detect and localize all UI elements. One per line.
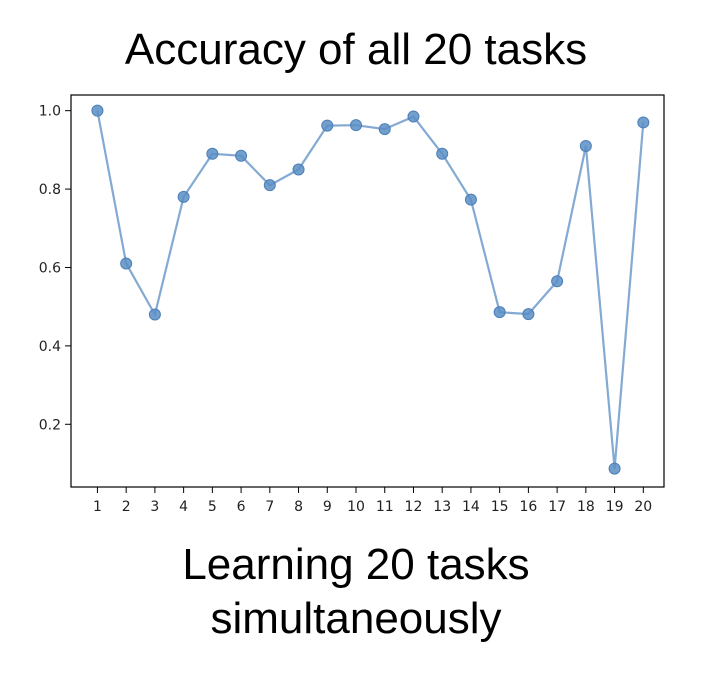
data-point [321, 119, 334, 132]
data-point [148, 308, 161, 321]
x-tick-label: 5 [208, 499, 217, 515]
data-point [378, 123, 391, 136]
series-line [96, 110, 645, 469]
y-tick-label: 0.4 [39, 339, 61, 355]
data-point [493, 306, 506, 319]
data-point [608, 462, 621, 475]
data-point [436, 147, 449, 160]
data-point [235, 149, 248, 162]
x-tick-label: 4 [179, 499, 188, 515]
y-tick-label: 0.2 [39, 417, 61, 433]
data-point [91, 104, 104, 117]
x-tick-label: 16 [519, 499, 537, 515]
x-tick-label: 19 [606, 499, 624, 515]
x-tick-label: 2 [122, 499, 131, 515]
chart-title: Accuracy of all 20 tasks [124, 25, 588, 74]
caption-line-2: simultaneously [210, 594, 502, 643]
x-tick-label: 1 [93, 499, 102, 515]
x-axis: 1 2 3 4 5 6 7 8 9 10 11 12 13 14 15 16 17 18 19 20 [93, 487, 652, 515]
caption-line-1: Learning 20 tasks [182, 540, 530, 589]
data-point [206, 147, 219, 160]
x-tick-label: 6 [237, 499, 246, 515]
data-point [292, 163, 305, 176]
x-tick-label: 3 [150, 499, 159, 515]
data-point [551, 275, 564, 288]
chart: 0.20.40.60.81.0 1 2 3 4 5 6 7 8 9 10 11 12 13 14 15 16 1… [39, 94, 665, 515]
data-point [407, 110, 420, 123]
data-point [464, 193, 477, 206]
data-point [350, 119, 363, 132]
y-tick-label: 0.6 [39, 260, 61, 276]
x-tick-label: 9 [323, 499, 332, 515]
x-tick-label: 10 [347, 499, 365, 515]
x-tick-label: 7 [265, 499, 274, 515]
y-axis: 0.2 0.4 0.6 0.8 1.0 [39, 104, 71, 433]
data-point [579, 139, 592, 152]
x-tick-label: 13 [433, 499, 451, 515]
x-tick-label: 14 [462, 499, 480, 515]
y-tick-label: 0.8 [39, 182, 61, 198]
data-point [177, 190, 190, 203]
x-tick-label: 12 [405, 499, 423, 515]
plot-frame [70, 94, 665, 488]
caption: Learning 20 tasks simultaneously [0, 538, 712, 646]
data-point [637, 116, 650, 129]
x-tick-label: 15 [491, 499, 509, 515]
x-tick-label: 8 [294, 499, 303, 515]
data-point [263, 179, 276, 192]
x-tick-label: 11 [376, 499, 394, 515]
x-tick-label: 17 [548, 499, 566, 515]
x-tick-label: 18 [577, 499, 595, 515]
y-tick-label: 1.0 [39, 104, 61, 120]
data-point [522, 308, 535, 321]
data-point [120, 257, 133, 270]
x-tick-label: 20 [634, 499, 652, 515]
data-points [91, 104, 650, 475]
